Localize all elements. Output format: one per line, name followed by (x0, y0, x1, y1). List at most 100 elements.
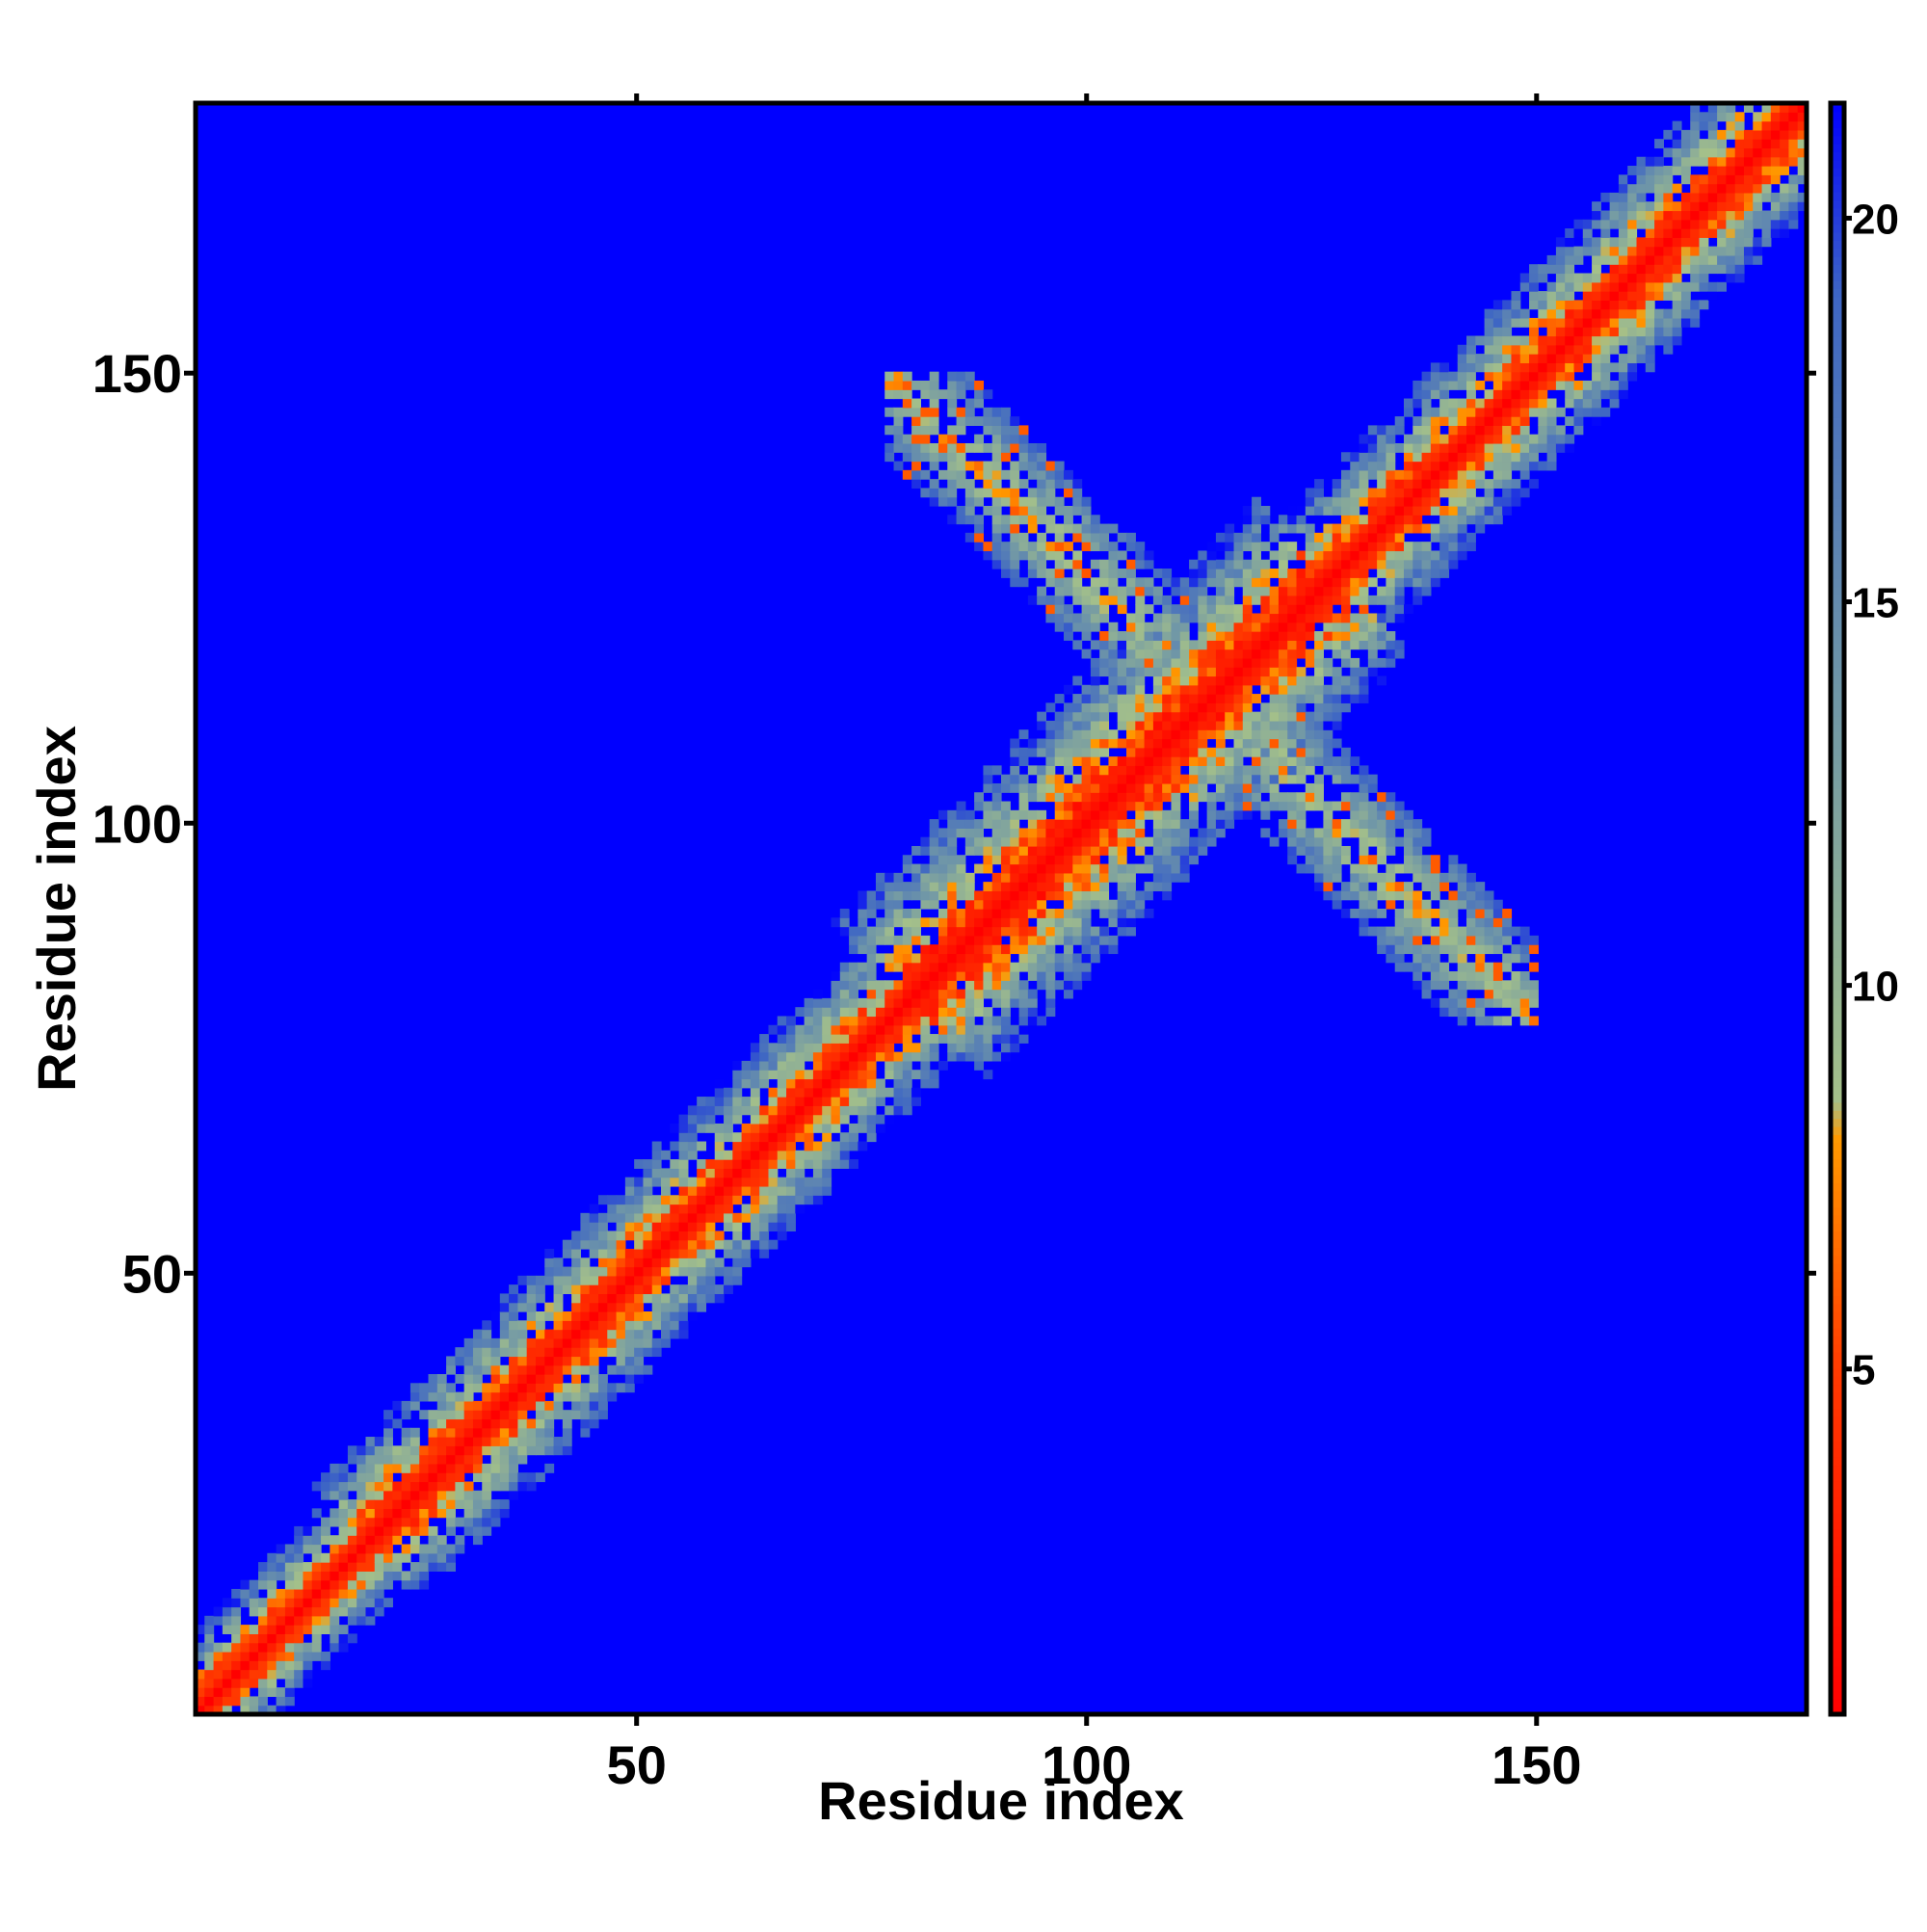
heatmap-cell (1439, 443, 1449, 453)
heatmap-cell (1072, 560, 1082, 569)
heatmap-cell (1673, 282, 1682, 292)
heatmap-cell (903, 1105, 912, 1115)
heatmap-cell (1055, 775, 1065, 784)
heatmap-cell (1207, 560, 1217, 569)
heatmap-cell (1019, 828, 1029, 837)
heatmap-cell (1583, 237, 1593, 247)
heatmap-cell (473, 1347, 483, 1357)
heatmap-cell (446, 1491, 456, 1500)
heatmap-cell (813, 1016, 823, 1025)
heatmap-cell (903, 1025, 912, 1035)
heatmap-cell (365, 1545, 375, 1554)
heatmap-cell (1583, 354, 1593, 363)
heatmap-cell (1064, 837, 1073, 847)
heatmap-cell (1619, 273, 1628, 282)
heatmap-cell (884, 882, 894, 891)
heatmap-cell (383, 1499, 393, 1509)
heatmap-cell (1556, 255, 1566, 265)
heatmap-cell (1556, 362, 1566, 372)
heatmap-cell (1162, 595, 1172, 605)
heatmap-cell (894, 425, 904, 435)
heatmap-cell (312, 1598, 322, 1607)
heatmap-cell (1252, 631, 1261, 641)
heatmap-cell (1037, 550, 1046, 560)
heatmap-cell (1368, 488, 1378, 497)
heatmap-cell (1627, 282, 1637, 292)
heatmap-cell (1225, 667, 1234, 676)
heatmap-cell (437, 1392, 447, 1402)
heatmap-cell (446, 1365, 456, 1375)
heatmap-cell (1448, 488, 1458, 497)
heatmap-cell (1431, 953, 1440, 963)
heatmap-cell (446, 1553, 456, 1563)
heatmap-cell (1189, 613, 1199, 622)
heatmap-cell (1001, 855, 1011, 864)
heatmap-cell (303, 1580, 312, 1590)
heatmap-cell (795, 1007, 805, 1017)
heatmap-cell (697, 1115, 706, 1125)
heatmap-cell (1663, 273, 1673, 282)
heatmap-cell (1439, 515, 1449, 524)
heatmap-cell (491, 1356, 501, 1365)
heatmap-cell (1145, 837, 1154, 847)
heatmap-cell (957, 927, 966, 937)
heatmap-cell (410, 1491, 420, 1500)
heatmap-cell (858, 900, 867, 910)
heatmap-cell (571, 1338, 581, 1348)
heatmap-cell (1072, 936, 1082, 945)
heatmap-cell (1538, 362, 1547, 372)
heatmap-cell (1171, 756, 1180, 766)
heatmap-cell (1216, 613, 1226, 622)
heatmap-cell (1493, 927, 1503, 937)
heatmap-cell (1377, 524, 1386, 534)
heatmap-cell (1386, 890, 1395, 900)
heatmap-cell (294, 1660, 304, 1670)
heatmap-cell (1333, 775, 1342, 784)
heatmap-cell (446, 1428, 456, 1438)
heatmap-cell (1099, 882, 1109, 891)
heatmap-cell (473, 1499, 483, 1509)
heatmap-cell (1690, 157, 1700, 167)
heatmap-cell (1573, 309, 1583, 319)
heatmap-cell (1529, 479, 1539, 489)
heatmap-cell (911, 1016, 921, 1025)
heatmap-cell (957, 1025, 966, 1035)
heatmap-cell (1064, 864, 1073, 874)
heatmap-cell (491, 1428, 501, 1438)
heatmap-cell (1243, 765, 1253, 775)
heatmap-cell (1153, 802, 1163, 811)
heatmap-cell (1045, 855, 1055, 864)
heatmap-cell (1386, 533, 1395, 543)
heatmap-cell (1064, 855, 1073, 864)
heatmap-cell (1333, 855, 1342, 864)
heatmap-cell (1001, 443, 1011, 453)
heatmap-cell (1055, 927, 1065, 937)
heatmap-cell (1323, 631, 1333, 641)
heatmap-cell (1297, 775, 1307, 784)
heatmap-cell (697, 1195, 706, 1204)
heatmap-cell (1547, 372, 1557, 382)
heatmap-cell (679, 1204, 689, 1214)
heatmap-cell (1439, 560, 1449, 569)
heatmap-cell (1171, 613, 1180, 622)
heatmap-cell (1475, 515, 1485, 524)
heatmap-cell (437, 1562, 447, 1572)
heatmap-cell (1001, 819, 1011, 829)
heatmap-cell (652, 1195, 662, 1204)
heatmap-cell (759, 1151, 769, 1160)
heatmap-cell (858, 909, 867, 918)
heatmap-cell (724, 1204, 733, 1214)
heatmap-cell (1126, 560, 1136, 569)
heatmap-cell (1458, 462, 1467, 471)
heatmap-cell (1448, 550, 1458, 560)
heatmap-cell (1368, 640, 1378, 649)
heatmap-cell (527, 1293, 537, 1303)
heatmap-cell (1359, 533, 1369, 543)
heatmap-cell (1082, 873, 1092, 883)
heatmap-cell (1028, 739, 1038, 749)
heatmap-cell (1458, 963, 1467, 972)
heatmap-cell (1171, 748, 1180, 757)
heatmap-cell (1583, 309, 1593, 319)
heatmap-cell (661, 1178, 671, 1187)
heatmap-cell (607, 1392, 617, 1402)
